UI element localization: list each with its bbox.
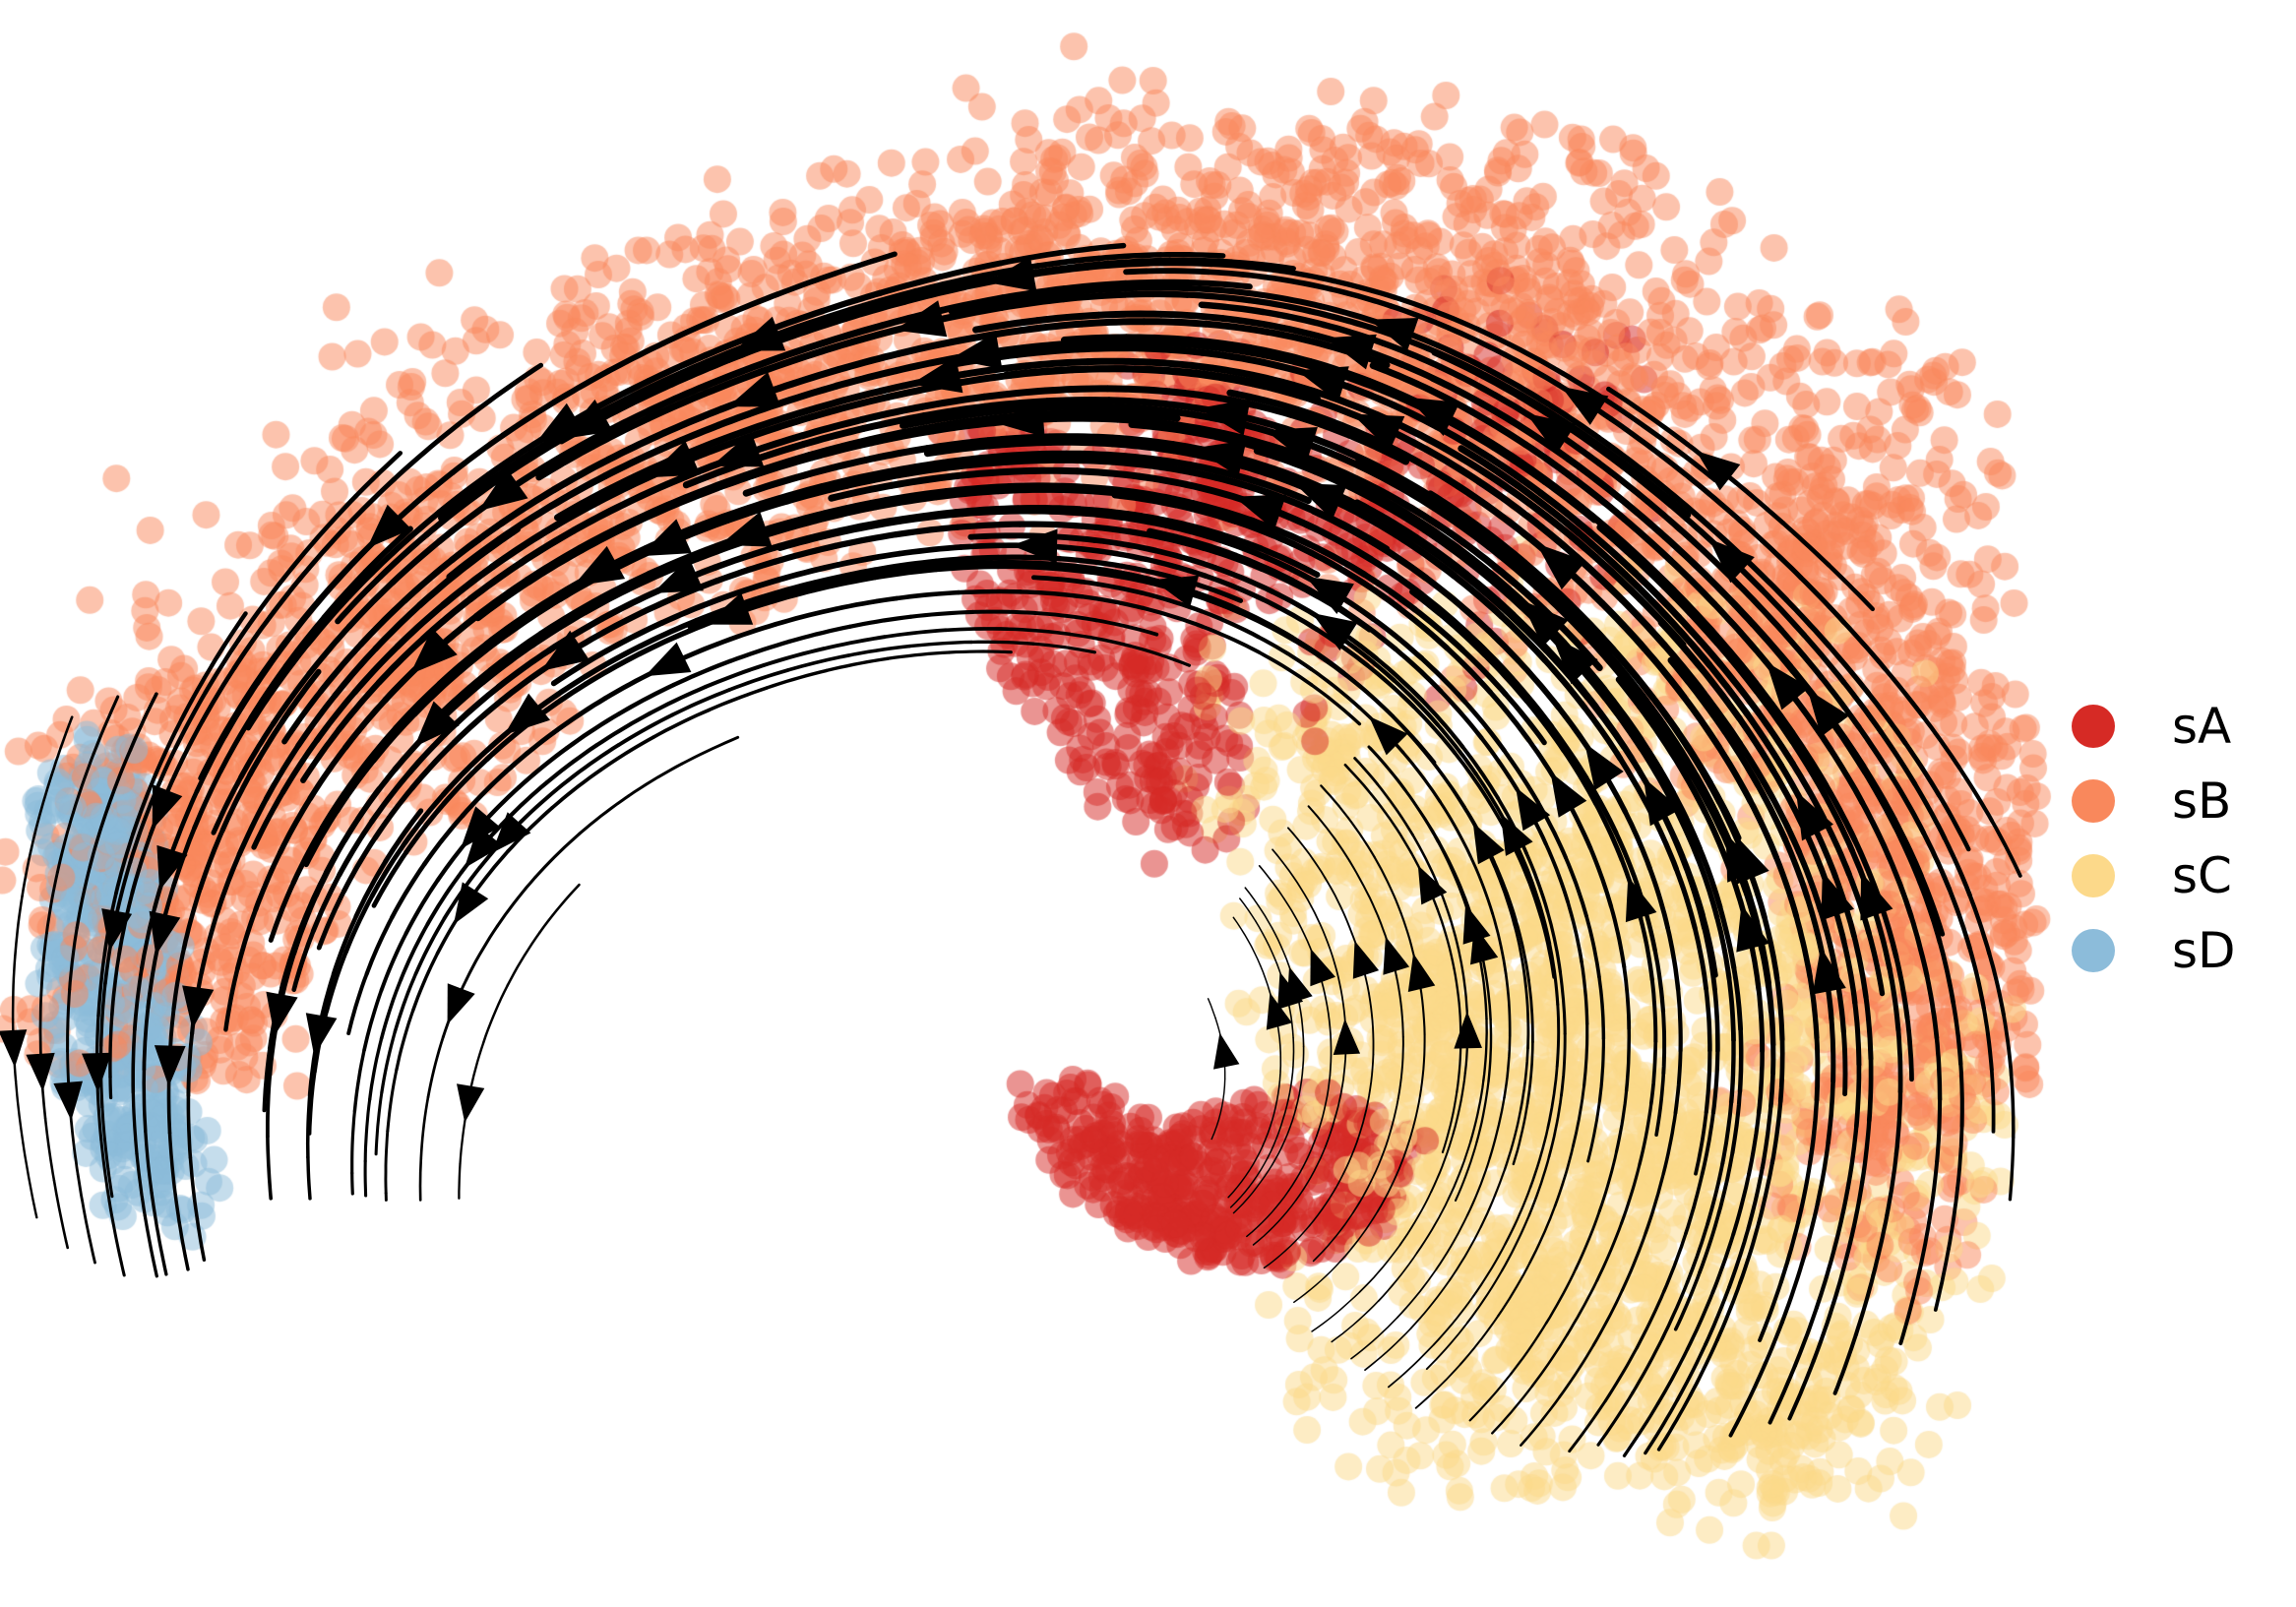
legend-swatch-sc xyxy=(2072,854,2115,897)
legend-label-sa: sA xyxy=(2172,698,2232,755)
legend-entry-sb[interactable]: sB xyxy=(2062,764,2288,838)
legend-entry-sc[interactable]: sC xyxy=(2062,838,2288,913)
legend-entry-sa[interactable]: sA xyxy=(2062,689,2288,764)
legend: sA sB sC sD xyxy=(2062,689,2288,988)
legend-swatch-sd xyxy=(2072,929,2115,972)
legend-swatch-sb xyxy=(2072,779,2115,823)
legend-label-sd: sD xyxy=(2172,922,2236,979)
legend-entry-sd[interactable]: sD xyxy=(2062,913,2288,988)
legend-label-sb: sB xyxy=(2172,773,2232,830)
legend-swatch-sa xyxy=(2072,705,2115,748)
legend-label-sc: sC xyxy=(2172,847,2232,904)
